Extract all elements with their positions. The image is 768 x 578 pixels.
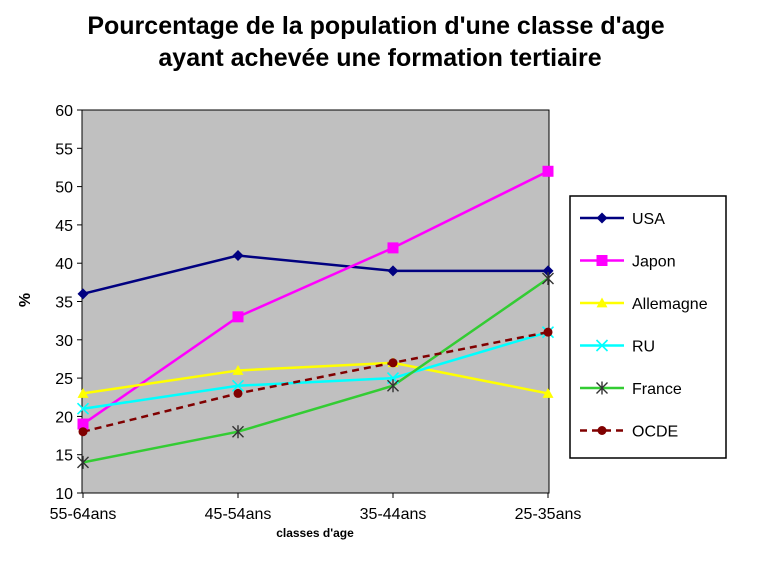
legend-marker-ocde [597, 426, 607, 435]
data-point-allemagne [77, 387, 89, 398]
data-point-japon [77, 418, 89, 430]
data-point-france [542, 272, 554, 286]
data-point-usa [77, 288, 89, 300]
legend-entry-usa: USA [580, 211, 665, 228]
series-lines [82, 170, 549, 464]
series-line-japon [82, 170, 549, 426]
legend-marker-ru [595, 339, 609, 352]
legend-entry-allemagne: Allemagne [580, 296, 708, 313]
series-line-usa [82, 254, 548, 296]
data-point-allemagne [542, 387, 554, 398]
legend-box [569, 195, 727, 459]
legend-entry-france: France [580, 381, 682, 398]
data-point-ru [231, 379, 245, 392]
y-tick-label: 10 [55, 486, 73, 503]
legend-marker-japon [596, 255, 608, 266]
data-point-japon [542, 165, 554, 177]
legend-marker-france [596, 381, 608, 395]
x-axis-label: classes d'age [276, 526, 354, 540]
legend-label-ocde: OCDE [632, 424, 678, 441]
y-tick-label: 45 [55, 218, 73, 235]
y-tick-label: 50 [55, 180, 73, 197]
x-axis: 55-64ans 45-54ans 35-44ans 25-35ans [50, 493, 582, 523]
data-point-allemagne [232, 364, 244, 375]
series-line-ru [82, 330, 549, 410]
y-tick-label: 55 [55, 141, 73, 158]
legend-label-usa: USA [632, 211, 665, 228]
data-point-france [232, 425, 244, 439]
y-axis-label: % [17, 293, 34, 307]
data-point-ocde [78, 427, 88, 437]
legend-entry-ocde: OCDE [580, 424, 678, 441]
y-tick-label: 15 [55, 448, 73, 465]
series-line-france [82, 277, 549, 464]
legend-entry-ru: RU [580, 339, 655, 356]
legend-label-ru: RU [632, 339, 655, 356]
legend-label-allemagne: Allemagne [632, 296, 708, 313]
legend-label-france: France [632, 381, 682, 398]
series-markers [76, 165, 555, 469]
legend-entry-japon: Japon [580, 254, 676, 271]
legend-label-japon: Japon [632, 254, 676, 271]
data-point-usa [387, 265, 399, 277]
data-point-ocde [233, 388, 243, 398]
data-point-ocde [388, 358, 398, 368]
data-point-japon [232, 311, 244, 323]
x-tick-label: 55-64ans [50, 506, 117, 523]
data-point-ru [76, 402, 90, 415]
legend-marker-usa [596, 212, 608, 224]
series-line-ocde [82, 330, 549, 433]
y-tick-label: 35 [55, 295, 73, 312]
y-tick-label: 60 [55, 103, 73, 120]
y-axis: 10 15 20 25 30 35 40 45 50 55 60 [55, 103, 82, 503]
legend: USA Japon Allemagne RU France OCDE [569, 195, 727, 459]
data-point-france [387, 379, 399, 393]
y-tick-label: 40 [55, 256, 73, 273]
data-point-usa [232, 250, 244, 262]
chart-title-line-1: Pourcentage de la population d'une class… [87, 12, 664, 40]
y-tick-label: 25 [55, 371, 73, 388]
data-point-japon [387, 242, 399, 254]
x-tick-label: 45-54ans [205, 506, 272, 523]
chart-title: Pourcentage de la population d'une class… [87, 12, 664, 72]
chart-title-line-2: ayant achevée une formation tertiaire [158, 44, 601, 72]
legend-marker-allemagne [596, 297, 608, 308]
x-tick-label: 25-35ans [515, 506, 582, 523]
plot-area [81, 109, 550, 494]
y-tick-label: 30 [55, 333, 73, 350]
y-tick-label: 20 [55, 409, 73, 426]
data-point-usa [542, 265, 554, 277]
data-point-ocde [543, 327, 553, 337]
x-tick-label: 35-44ans [360, 506, 427, 523]
series-line-allemagne [82, 361, 549, 395]
data-point-france [77, 455, 89, 469]
